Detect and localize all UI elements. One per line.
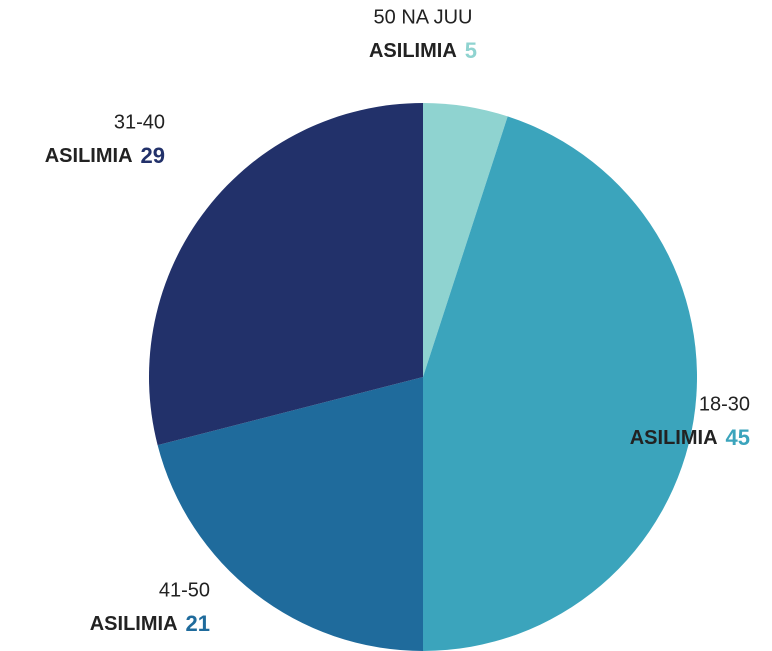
value-label: ASILIMIA 29 bbox=[45, 143, 165, 168]
value-prefix: ASILIMIA bbox=[90, 613, 178, 635]
value-label: ASILIMIA 5 bbox=[369, 38, 477, 63]
category-label: 18-30 bbox=[699, 393, 750, 415]
value-number: 21 bbox=[186, 611, 210, 636]
value-prefix: ASILIMIA bbox=[630, 427, 718, 449]
value-prefix: ASILIMIA bbox=[45, 145, 133, 167]
pie-slice bbox=[423, 103, 508, 377]
value-number: 29 bbox=[141, 143, 165, 168]
value-prefix: ASILIMIA bbox=[369, 40, 457, 62]
category-label: 41-50 bbox=[159, 579, 210, 601]
pie-slice bbox=[423, 116, 697, 651]
category-label: 50 NA JUU bbox=[374, 6, 473, 28]
pie-slice bbox=[157, 377, 423, 651]
category-label: 31-40 bbox=[114, 111, 165, 133]
value-number: 5 bbox=[465, 38, 477, 63]
value-number: 45 bbox=[726, 425, 750, 450]
pie-slice bbox=[149, 103, 424, 446]
value-label: ASILIMIA 21 bbox=[90, 611, 210, 636]
value-label: ASILIMIA 45 bbox=[630, 425, 750, 450]
